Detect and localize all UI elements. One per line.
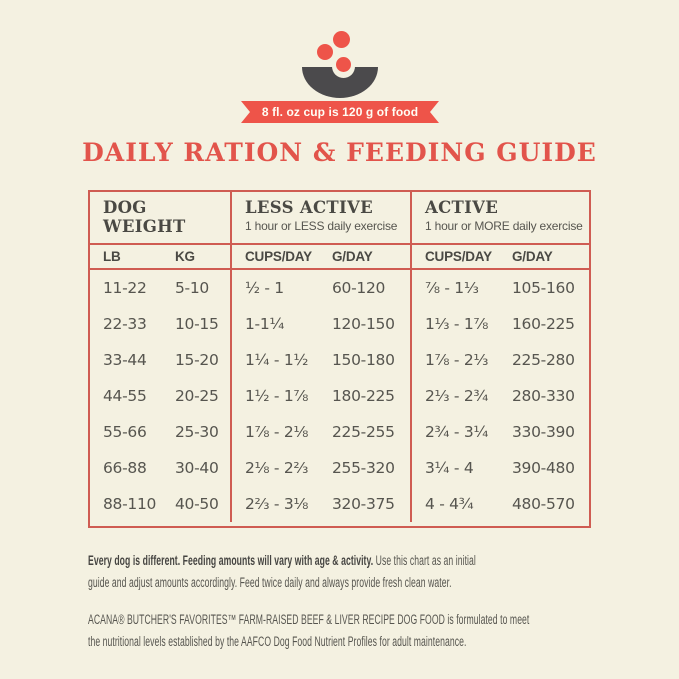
less-g-value: 180-225 <box>332 387 395 405</box>
active-g-value: 390-480 <box>512 459 575 477</box>
table-row: 44-55 20-25 1½ - 1⅞ 180-225 2⅓ - 2¾ 280-… <box>90 378 589 414</box>
less-g-value: 225-255 <box>332 423 395 441</box>
feeding-disclaimer-bold: Every dog is different. Feeding amounts … <box>88 553 374 568</box>
lb-value: 11-22 <box>103 279 147 297</box>
table-row: 11-22 5-10 ½ - 1 60-120 ⅞ - 1⅓ 105-160 <box>90 270 589 306</box>
group-active: ACTIVE 1 hour or MORE daily exercise <box>410 192 589 243</box>
lb-value: 88-110 <box>103 495 157 513</box>
lb-value: 33-44 <box>103 351 147 369</box>
kg-value: 30-40 <box>175 459 219 477</box>
kg-value: 25-30 <box>175 423 219 441</box>
table-row: 88-110 40-50 2⅔ - 3⅛ 320-375 4 - 4¾ 480-… <box>90 486 589 522</box>
active-cups-value: 2¾ - 3¼ <box>425 423 489 441</box>
kibble-dot-icon <box>317 44 333 60</box>
active-cups-value: 4 - 4¾ <box>425 495 474 513</box>
feeding-disclaimer: Every dog is different. Feeding amounts … <box>88 550 600 593</box>
less-cups-value: 1½ - 1⅞ <box>245 387 309 405</box>
lb-value: 66-88 <box>103 459 147 477</box>
active-g-value: 105-160 <box>512 279 575 297</box>
table-body: 11-22 5-10 ½ - 1 60-120 ⅞ - 1⅓ 105-160 2… <box>90 270 589 522</box>
group-subtitle: 1 hour or MORE daily exercise <box>425 219 583 233</box>
kg-value: 20-25 <box>175 387 219 405</box>
kg-value: 5-10 <box>175 279 209 297</box>
less-cups-value: 1⅞ - 2⅛ <box>245 423 309 441</box>
table-group-header-row: DOG WEIGHT LESS ACTIVE 1 hour or LESS da… <box>90 192 589 245</box>
kibble-dot-icon <box>333 31 350 48</box>
lb-value: 55-66 <box>103 423 147 441</box>
col-header-g-day: G/DAY <box>332 249 373 264</box>
lb-value: 22-33 <box>103 315 147 333</box>
feeding-disclaimer-rest: Use this chart as an initial guide and a… <box>88 553 476 590</box>
active-cups-value: 3¼ - 4 <box>425 459 474 477</box>
active-g-value: 330-390 <box>512 423 575 441</box>
group-subtitle: 1 hour or LESS daily exercise <box>245 219 398 233</box>
table-row: 22-33 10-15 1-1¼ 120-150 1⅓ - 1⅞ 160-225 <box>90 306 589 342</box>
kibble-dot-icon <box>336 57 351 72</box>
group-title: DOG WEIGHT <box>103 198 186 236</box>
aafco-statement-rest: is formulated to meet the nutritional le… <box>88 612 530 649</box>
cup-measure-text: 8 fl. oz cup is 120 g of food <box>261 105 419 119</box>
kg-value: 15-20 <box>175 351 219 369</box>
less-g-value: 320-375 <box>332 495 395 513</box>
kg-value: 10-15 <box>175 315 219 333</box>
group-title: LESS ACTIVE <box>245 198 374 217</box>
col-header-cups-day: CUPS/DAY <box>245 249 312 264</box>
less-cups-value: 2⅛ - 2⅔ <box>245 459 309 477</box>
product-name-caps: ACANA® BUTCHER'S FAVORITES™ FARM-RAISED … <box>88 612 445 627</box>
group-less-active: LESS ACTIVE 1 hour or LESS daily exercis… <box>230 192 410 243</box>
active-g-value: 480-570 <box>512 495 575 513</box>
group-dog-weight: DOG WEIGHT <box>90 192 230 243</box>
aafco-statement: ACANA® BUTCHER'S FAVORITES™ FARM-RAISED … <box>88 609 600 652</box>
active-cups-value: 1⅓ - 1⅞ <box>425 315 489 333</box>
active-g-value: 280-330 <box>512 387 575 405</box>
table-column-header-row: LB KG CUPS/DAY G/DAY CUPS/DAY G/DAY <box>90 245 589 270</box>
active-g-value: 160-225 <box>512 315 575 333</box>
col-header-g-day: G/DAY <box>512 249 553 264</box>
active-g-value: 225-280 <box>512 351 575 369</box>
col-header-lb: LB <box>103 249 121 264</box>
table-row: 55-66 25-30 1⅞ - 2⅛ 225-255 2¾ - 3¼ 330-… <box>90 414 589 450</box>
less-cups-value: ½ - 1 <box>245 279 284 297</box>
less-g-value: 60-120 <box>332 279 386 297</box>
feeding-table: DOG WEIGHT LESS ACTIVE 1 hour or LESS da… <box>88 190 591 528</box>
kg-value: 40-50 <box>175 495 219 513</box>
cup-measure-ribbon: 8 fl. oz cup is 120 g of food <box>241 101 439 123</box>
active-cups-value: 2⅓ - 2¾ <box>425 387 489 405</box>
page-title: DAILY RATION & FEEDING GUIDE <box>82 138 597 167</box>
table-row: 66-88 30-40 2⅛ - 2⅔ 255-320 3¼ - 4 390-4… <box>90 450 589 486</box>
less-cups-value: 1-1¼ <box>245 315 285 333</box>
less-cups-value: 1¼ - 1½ <box>245 351 309 369</box>
lb-value: 44-55 <box>103 387 147 405</box>
less-g-value: 120-150 <box>332 315 395 333</box>
group-title: ACTIVE <box>425 198 499 217</box>
less-g-value: 150-180 <box>332 351 395 369</box>
less-cups-value: 2⅔ - 3⅛ <box>245 495 309 513</box>
active-cups-value: ⅞ - 1⅓ <box>425 279 479 297</box>
active-cups-value: 1⅞ - 2⅓ <box>425 351 489 369</box>
less-g-value: 255-320 <box>332 459 395 477</box>
col-header-cups-day: CUPS/DAY <box>425 249 492 264</box>
col-header-kg: KG <box>175 249 195 264</box>
dog-bowl-icon <box>302 30 378 98</box>
table-row: 33-44 15-20 1¼ - 1½ 150-180 1⅞ - 2⅓ 225-… <box>90 342 589 378</box>
